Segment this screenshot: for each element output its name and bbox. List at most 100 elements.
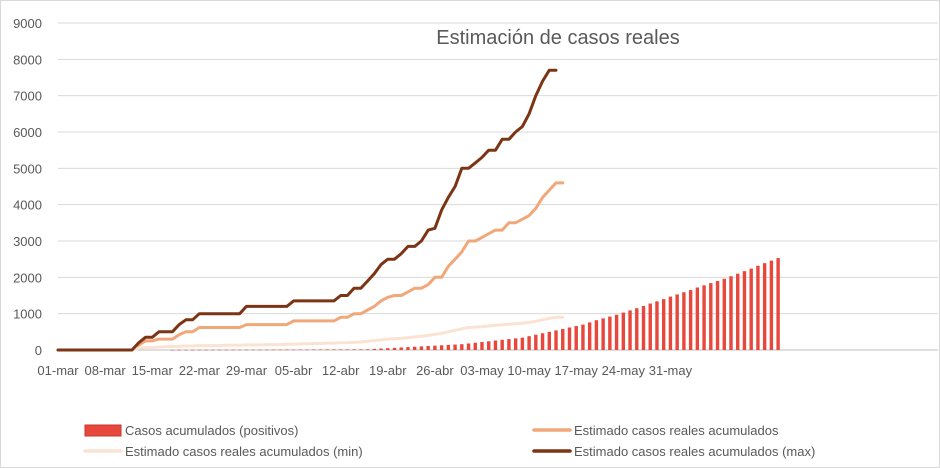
series-line: [56, 68, 558, 352]
legend-label: Casos acumulados (positivos): [125, 423, 298, 438]
bar: [231, 349, 235, 351]
y-axis: 0 1000 2000 3000 4000 5000 6000 7000 8000 9000: [13, 16, 42, 358]
bar: [473, 342, 477, 350]
series-line: [56, 315, 565, 352]
bar: [500, 339, 504, 350]
bar: [190, 349, 195, 351]
x-tick-label: 10-may: [507, 363, 551, 378]
bar: [776, 258, 780, 350]
bar: [702, 285, 706, 350]
bar: [722, 278, 726, 350]
x-tick-label: 24-may: [602, 363, 646, 378]
bar: [426, 346, 430, 350]
bar: [419, 346, 424, 350]
bar: [460, 344, 464, 350]
y-tick-label: 3000: [13, 234, 42, 249]
y-tick-label: 7000: [13, 89, 42, 104]
bar: [251, 349, 255, 351]
bar: [621, 312, 626, 350]
bar: [540, 333, 545, 350]
y-tick-label: 2000: [13, 270, 42, 285]
legend-label: Estimado casos reales acumulados: [574, 423, 779, 438]
bar: [170, 349, 175, 351]
bar: [520, 337, 525, 350]
bar: [675, 294, 679, 350]
x-axis: 01-mar 08-mar 15-mar 22-mar 29-mar 05-abr 12-a…: [37, 363, 692, 378]
bar: [736, 273, 740, 350]
bar: [224, 349, 228, 351]
bar: [662, 299, 666, 350]
bar: [601, 318, 605, 350]
bar: [412, 346, 417, 350]
bar: [305, 349, 309, 351]
bar: [749, 268, 753, 350]
legend-label: Estimado casos reales acumulados (min): [125, 444, 363, 459]
bar: [278, 349, 282, 351]
bar: [527, 336, 531, 350]
bar: [359, 349, 363, 350]
bar: [547, 331, 551, 350]
y-tick-label: 4000: [13, 198, 42, 213]
bar: [655, 301, 659, 350]
bar: [298, 349, 302, 351]
bar: [332, 349, 336, 351]
bar: [608, 316, 612, 350]
bar: [635, 308, 639, 350]
bar: [513, 338, 518, 350]
x-tick-label: 15-mar: [132, 363, 174, 378]
bar: [345, 349, 350, 350]
bar: [769, 260, 774, 350]
y-tick-label: 0: [35, 343, 42, 358]
series-lines: [56, 68, 565, 352]
series-casos-acumulados: [170, 258, 780, 351]
x-tick-label: 17-may: [555, 363, 599, 378]
legend-label: Estimado casos reales acumulados (max): [574, 444, 815, 459]
bar: [379, 348, 383, 350]
bar: [567, 327, 572, 350]
y-tick-label: 6000: [13, 125, 42, 140]
x-tick-label: 12-abr: [322, 363, 360, 378]
y-tick-label: 1000: [13, 307, 42, 322]
bar: [312, 349, 316, 351]
bar: [338, 349, 343, 350]
bar: [688, 290, 693, 350]
x-tick-label: 01-mar: [37, 363, 79, 378]
bar: [695, 287, 700, 350]
chart-title: Estimación de casos reales: [436, 27, 679, 49]
bar: [668, 296, 673, 350]
x-tick-label: 31-may: [649, 363, 693, 378]
bar: [466, 343, 471, 350]
bar: [682, 292, 686, 350]
bar: [399, 347, 403, 350]
bar: [534, 334, 538, 350]
bar: [325, 349, 329, 351]
x-tick-label: 26-abr: [416, 363, 454, 378]
bar: [709, 283, 713, 350]
legend: Casos acumulados (positivos) Estimado cas…: [83, 423, 815, 459]
bar: [365, 349, 370, 350]
bar: [258, 349, 262, 351]
bar: [715, 280, 720, 350]
x-tick-label: 22-mar: [179, 363, 221, 378]
bar: [614, 314, 619, 350]
bar: [554, 330, 558, 350]
bar: [742, 271, 747, 350]
bar: [184, 349, 188, 351]
series-line: [56, 181, 565, 352]
y-tick-label: 9000: [13, 16, 42, 31]
bar: [756, 265, 760, 350]
bar: [211, 349, 215, 351]
legend-swatch: [84, 424, 122, 437]
bar: [587, 322, 592, 350]
bar: [177, 349, 181, 351]
y-tick-label: 5000: [13, 161, 42, 176]
bar: [561, 328, 565, 350]
gridlines: [58, 22, 938, 351]
bar: [574, 326, 578, 350]
bar: [406, 347, 410, 350]
bar: [291, 349, 296, 351]
bar: [204, 349, 208, 351]
bar: [446, 344, 451, 350]
